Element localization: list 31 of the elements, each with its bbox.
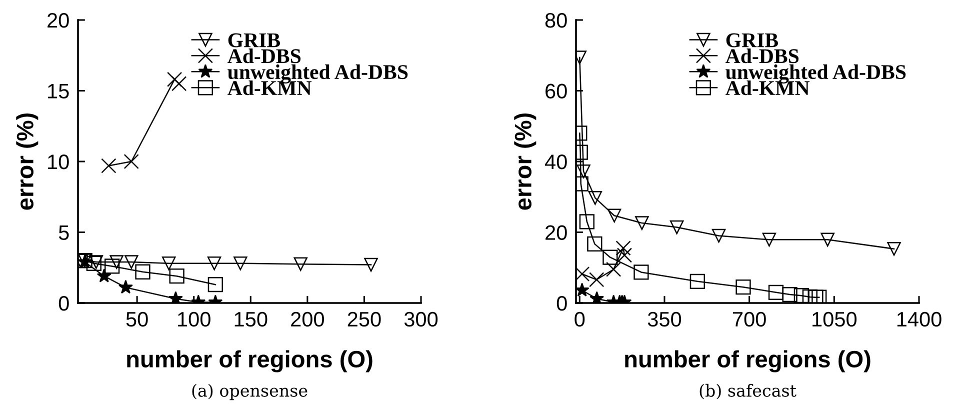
x-tick-label: 150: [234, 312, 268, 327]
legend-label: Ad-DBS: [228, 48, 301, 64]
x-tick-label: 700: [733, 312, 766, 327]
text: (a) opensense: [192, 384, 308, 400]
x-axis-title: number of regions (O): [625, 350, 870, 372]
y-tick-label: 15: [48, 84, 69, 99]
x-tick-label: 350: [648, 312, 682, 327]
y-tick-label: 0: [58, 296, 69, 311]
x-tick-label: 100: [178, 312, 210, 327]
x-axis-title: number of regions (O): [127, 350, 372, 372]
legend-label: GRIB: [726, 33, 778, 48]
y-axis-title: error (%): [514, 113, 536, 210]
x-tick-label: 250: [348, 312, 381, 327]
x-tick-label: 0: [574, 312, 585, 327]
y-tick-label: 20: [48, 13, 69, 28]
x-tick-label: 1400: [897, 312, 942, 327]
x-tick-label: 200: [291, 312, 324, 327]
y-tick-label: 20: [546, 225, 567, 240]
x-tick-label: 1050: [812, 312, 857, 327]
x-tick-label: 300: [404, 312, 438, 327]
y-tick-label: 60: [546, 84, 567, 99]
text: (b) safecast: [700, 384, 796, 400]
y-axis-title: error (%): [16, 113, 38, 210]
y-tick-label: 0: [556, 296, 567, 311]
y-tick-label: 10: [48, 154, 69, 170]
y-tick-label: 40: [544, 154, 567, 170]
y-tick-label: 80: [545, 13, 567, 28]
x-tick-label: 50: [126, 312, 148, 327]
legend-label: GRIB: [228, 33, 280, 48]
y-tick-label: 5: [58, 225, 69, 240]
legend-label: Ad-DBS: [726, 48, 799, 64]
